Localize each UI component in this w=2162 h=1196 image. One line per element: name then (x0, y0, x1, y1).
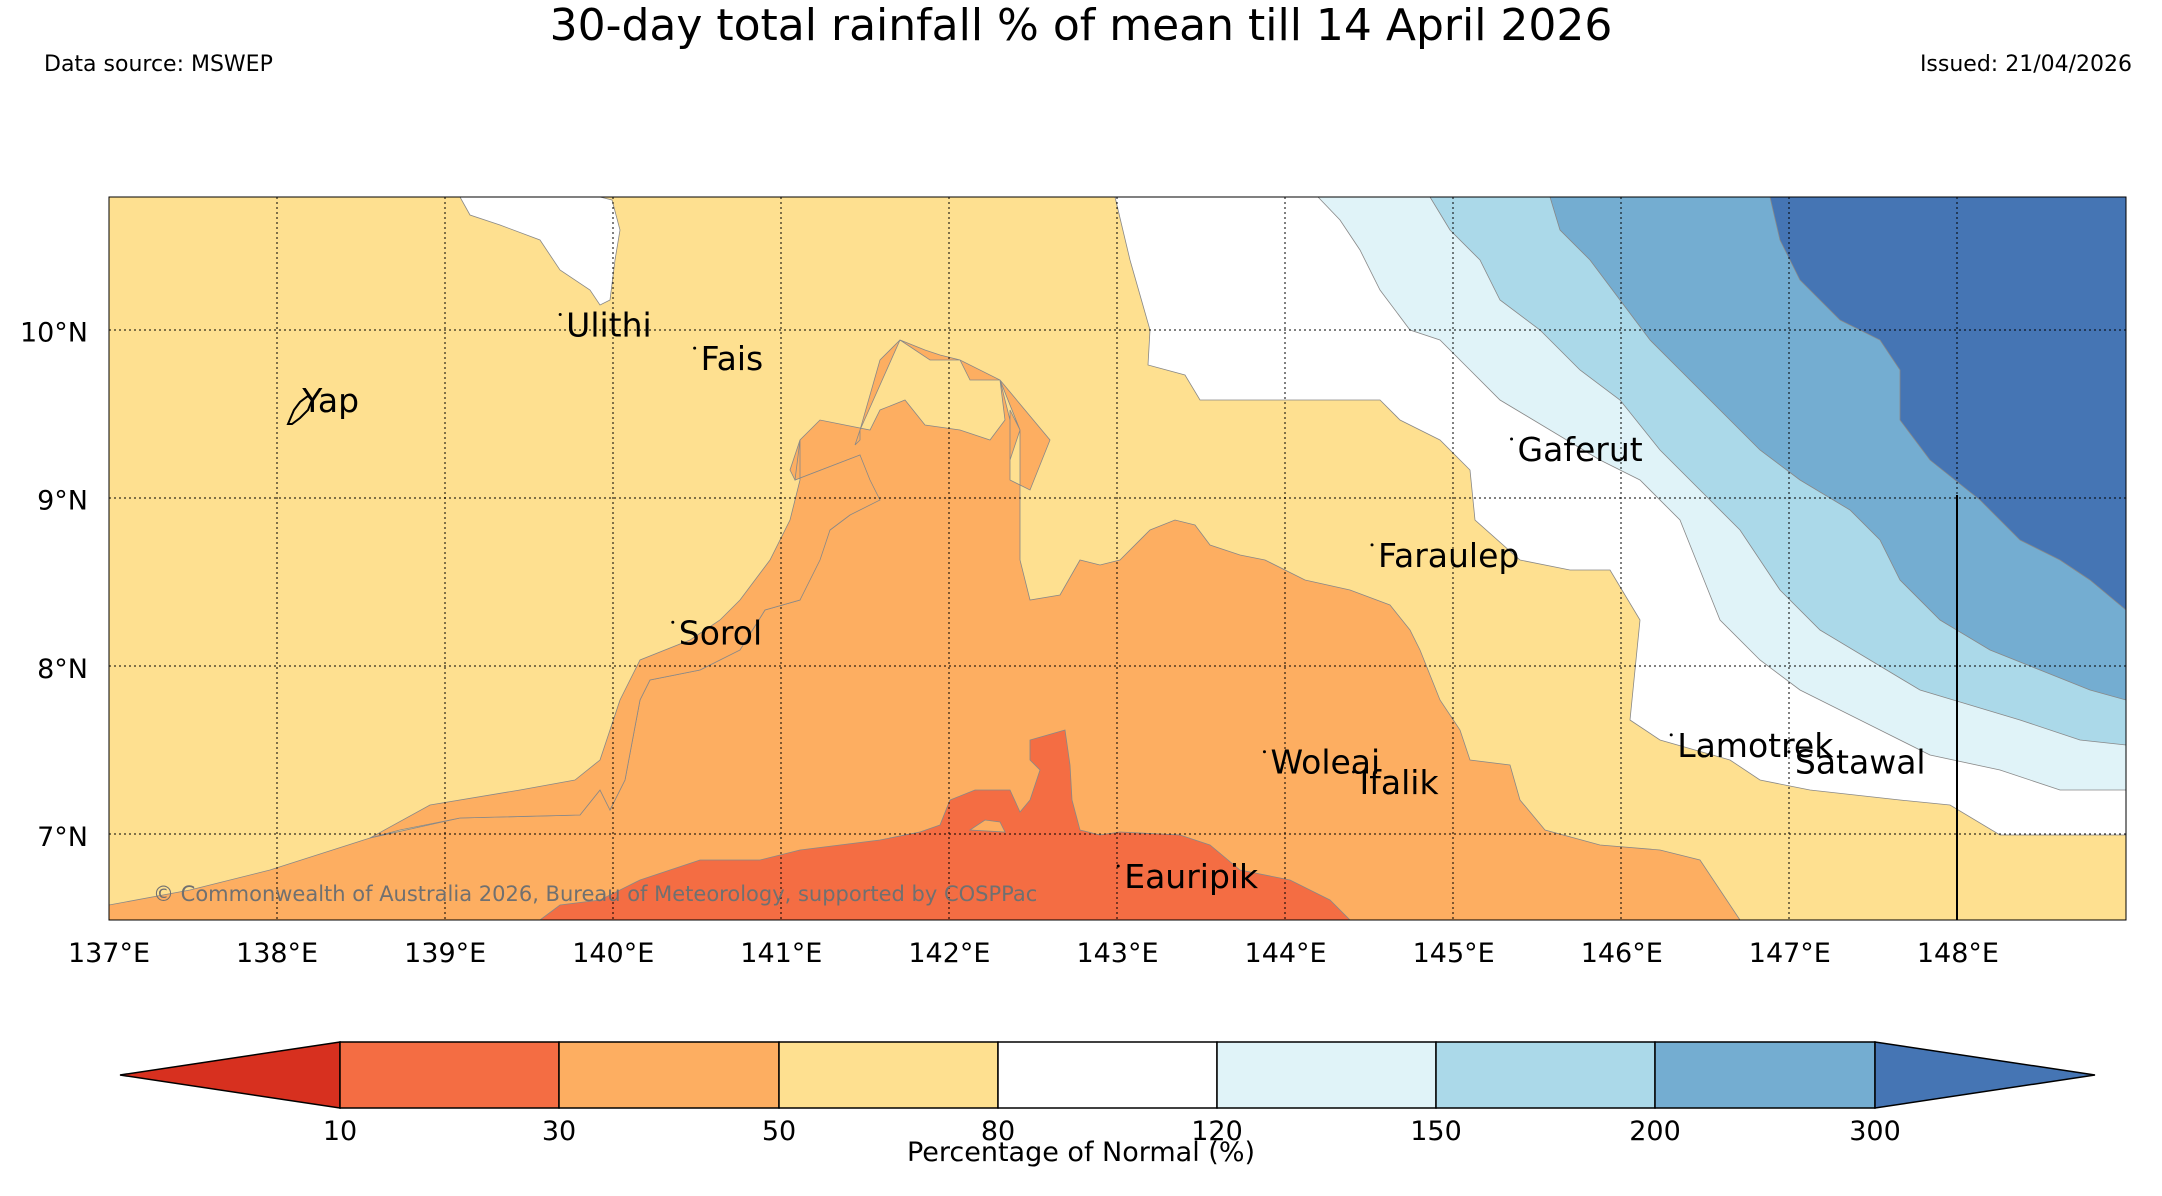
map-title: 30-day total rainfall % of mean till 14 … (549, 0, 1613, 51)
zone-10-30-hole (968, 819, 1006, 833)
plot-frame (108, 196, 2127, 921)
island-marker (1370, 543, 1374, 547)
lon-tick-label: 140°E (572, 938, 654, 969)
island-marker (1787, 750, 1791, 754)
yap-island-icon (286, 394, 314, 425)
data-source: Data source: MSWEP (44, 52, 273, 77)
place-label-yap: Yap (301, 381, 359, 420)
copyright-note: © Commonwealth of Australia 2026, Bureau… (153, 882, 1038, 906)
lat-tick-label: 8°N (37, 654, 88, 685)
island-marker (693, 346, 697, 350)
place-label-gaferut: Gaferut (1518, 430, 1643, 469)
colorbar-tick-label: 50 (762, 1116, 796, 1147)
place-label-faraulep: Faraulep (1378, 536, 1519, 575)
issued-date: Issued: 21/04/2026 (1919, 52, 2132, 77)
lon-tick-label: 147°E (1749, 938, 1831, 969)
colorbar-segment (1654, 1041, 1876, 1109)
island-marker (1510, 437, 1514, 441)
lon-tick-label: 141°E (740, 938, 822, 969)
lon-tick-label: 148°E (1917, 938, 1999, 969)
lat-tick-label: 7°N (37, 822, 88, 853)
lon-tick-label: 146°E (1581, 938, 1663, 969)
lat-tick-labels: 10°N 9°N 8°N 7°N (20, 318, 88, 853)
place-label-ulithi: Ulithi (566, 306, 652, 345)
lat-tick-label: 9°N (37, 486, 88, 517)
island-marker (1116, 864, 1120, 868)
colorbar: 10 30 50 80 120 150 200 300 (119, 1041, 2096, 1147)
colorbar-tick-label: 120 (1191, 1116, 1243, 1147)
colorbar-tick-label: 80 (981, 1116, 1015, 1147)
lon-tick-label: 142°E (908, 938, 990, 969)
lon-tick-label: 144°E (1245, 938, 1327, 969)
colorbar-segment (1216, 1041, 1437, 1109)
place-label-lamotrek: Lamotrek (1677, 726, 1834, 765)
map-plot-area (109, 197, 2126, 920)
place-label-fais: Fais (701, 339, 764, 378)
place-label-ifalik: Ifalik (1360, 763, 1440, 802)
colorbar-segment-max (1874, 1041, 2096, 1109)
lon-tick-label: 139°E (404, 938, 486, 969)
zone-30-50-north (369, 439, 881, 839)
colorbar-tick-label: 30 (542, 1116, 576, 1147)
place-labels: Yap Ulithi Fais Gaferut Faraulep Sorol WoleaiI… (301, 306, 1925, 896)
island-marker (671, 620, 675, 624)
zone-10-30 (539, 729, 1351, 920)
colorbar-segment (778, 1041, 999, 1109)
lat-gridlines (109, 329, 2126, 835)
place-label-eauripik: Eauripik (1124, 857, 1259, 896)
colorbar-tick-label: 150 (1410, 1116, 1462, 1147)
colorbar-tick-label: 300 (1849, 1116, 1901, 1147)
island-marker (1262, 750, 1266, 754)
lon-tick-label: 138°E (236, 938, 318, 969)
lat-tick-label: 10°N (20, 318, 88, 349)
lon-tick-label: 143°E (1076, 938, 1158, 969)
place-label-satawal: Satawal (1795, 743, 1926, 782)
place-label-sorol: Sorol (679, 613, 762, 652)
zone-over-300 (1769, 197, 2126, 611)
island-marker (1669, 733, 1673, 737)
colorbar-tick-label: 10 (323, 1116, 357, 1147)
lon-tick-labels: 137°E 138°E 139°E 140°E 141°E 142°E 143°E 144°E… (68, 938, 1999, 969)
lon-tick-label: 145°E (1413, 938, 1495, 969)
colorbar-segment (997, 1041, 1218, 1109)
island-marker (1352, 770, 1356, 774)
colorbar-segment-min (119, 1041, 341, 1109)
lon-gridlines (276, 197, 1958, 920)
place-label-woleai: Woleai (1270, 743, 1380, 782)
colorbar-segment (558, 1041, 780, 1109)
colorbar-segment (1435, 1041, 1656, 1109)
colorbar-label: Percentage of Normal (%) (906, 1137, 1256, 1168)
island-marker (558, 313, 562, 317)
lon-tick-label: 137°E (68, 938, 150, 969)
colorbar-tick-label: 200 (1629, 1116, 1681, 1147)
zone-80-120-north (459, 197, 621, 306)
colorbar-segment (339, 1041, 560, 1109)
